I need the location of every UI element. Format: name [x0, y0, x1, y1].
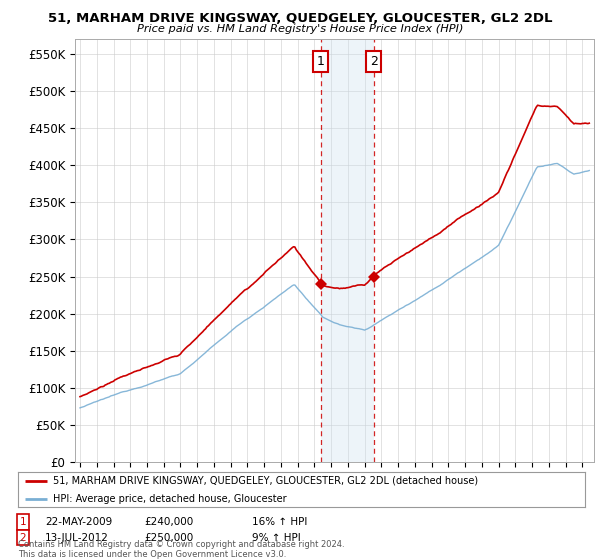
Text: 51, MARHAM DRIVE KINGSWAY, QUEDGELEY, GLOUCESTER, GL2 2DL (detached house): 51, MARHAM DRIVE KINGSWAY, QUEDGELEY, GL… — [53, 476, 478, 486]
Text: Price paid vs. HM Land Registry's House Price Index (HPI): Price paid vs. HM Land Registry's House … — [137, 24, 463, 34]
Text: 22-MAY-2009: 22-MAY-2009 — [45, 517, 112, 527]
Text: HPI: Average price, detached house, Gloucester: HPI: Average price, detached house, Glou… — [53, 494, 287, 504]
Text: 9% ↑ HPI: 9% ↑ HPI — [252, 533, 301, 543]
Text: £240,000: £240,000 — [144, 517, 193, 527]
Text: 1: 1 — [317, 55, 325, 68]
Text: £250,000: £250,000 — [144, 533, 193, 543]
Bar — [321, 39, 374, 462]
Text: 2: 2 — [370, 55, 377, 68]
Text: 13-JUL-2012: 13-JUL-2012 — [45, 533, 109, 543]
Text: Contains HM Land Registry data © Crown copyright and database right 2024.
This d: Contains HM Land Registry data © Crown c… — [18, 540, 344, 559]
Text: 51, MARHAM DRIVE KINGSWAY, QUEDGELEY, GLOUCESTER, GL2 2DL: 51, MARHAM DRIVE KINGSWAY, QUEDGELEY, GL… — [48, 12, 552, 25]
Text: 16% ↑ HPI: 16% ↑ HPI — [252, 517, 307, 527]
Text: 1: 1 — [19, 517, 26, 527]
Text: 2: 2 — [19, 533, 26, 543]
